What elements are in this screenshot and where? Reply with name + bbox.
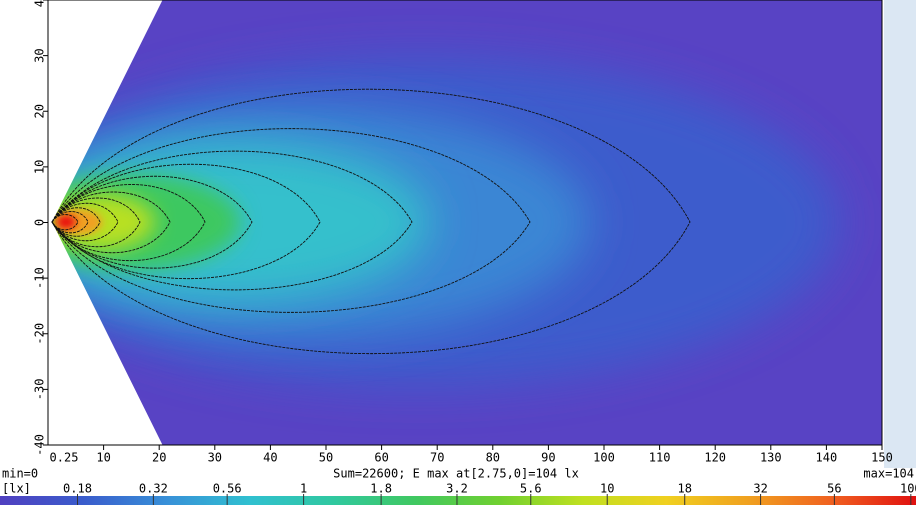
x-tick-label: 40 (263, 451, 277, 465)
x-tick-label: 80 (486, 451, 500, 465)
colorbar-tick-label: 0.18 (63, 482, 92, 496)
colorbar-tick-label: 5.6 (520, 482, 542, 496)
contours (51, 88, 691, 355)
x-tick-label: 90 (541, 451, 555, 465)
x-tick-label: 70 (430, 451, 444, 465)
heatmap (48, 0, 882, 445)
x-tick-label: 150 (871, 451, 893, 465)
x-origin-label: 0.25 (50, 451, 79, 465)
x-tick-label: 50 (319, 451, 333, 465)
shadow-region (48, 0, 163, 445)
colorbar-tick-label: 3.2 (446, 482, 468, 496)
colorbar-unit: [lx] (2, 482, 31, 496)
min-label: min=0 (2, 467, 38, 481)
colorbar (0, 496, 916, 505)
max-label: max=104 (863, 467, 914, 481)
y-tick-label: 40 (33, 0, 47, 7)
heat-zone (56, 215, 76, 229)
x-tick-label: 110 (649, 451, 671, 465)
y-tick-label: -30 (33, 379, 47, 401)
x-tick-label: 30 (208, 451, 222, 465)
colorbar-tick-label: 18 (677, 482, 691, 496)
x-tick-label: 60 (374, 451, 388, 465)
y-tick-label: -20 (33, 323, 47, 345)
colorbar-tick-label: 1 (300, 482, 307, 496)
colorbar-tick-label: 100 (900, 482, 916, 496)
colorbar-tick-label: 0.32 (139, 482, 168, 496)
x-tick-label: 10 (96, 451, 110, 465)
x-tick-label: 140 (816, 451, 838, 465)
y-tick-label: 20 (33, 104, 47, 118)
x-tick-label: 20 (152, 451, 166, 465)
y-tick-label: 30 (33, 48, 47, 62)
colorbar-tick-label: 1.8 (370, 482, 392, 496)
colorbar-tick-label: 56 (827, 482, 841, 496)
side-panel (884, 0, 916, 468)
colorbar-tick-label: 0.56 (213, 482, 242, 496)
summary: Sum=22600; E max at[2.75,0]=104 lx (333, 467, 579, 481)
colorbar-tick-label: 10 (600, 482, 614, 496)
x-tick-label: 100 (593, 451, 615, 465)
y-tick-label: 10 (33, 160, 47, 174)
x-tick-label: 130 (760, 451, 782, 465)
y-tick-label: -40 (33, 434, 47, 456)
y-tick-label: 0 (33, 219, 47, 226)
x-tick-label: 120 (704, 451, 726, 465)
colorbar-tick-label: 32 (753, 482, 767, 496)
y-tick-label: -10 (33, 267, 47, 289)
